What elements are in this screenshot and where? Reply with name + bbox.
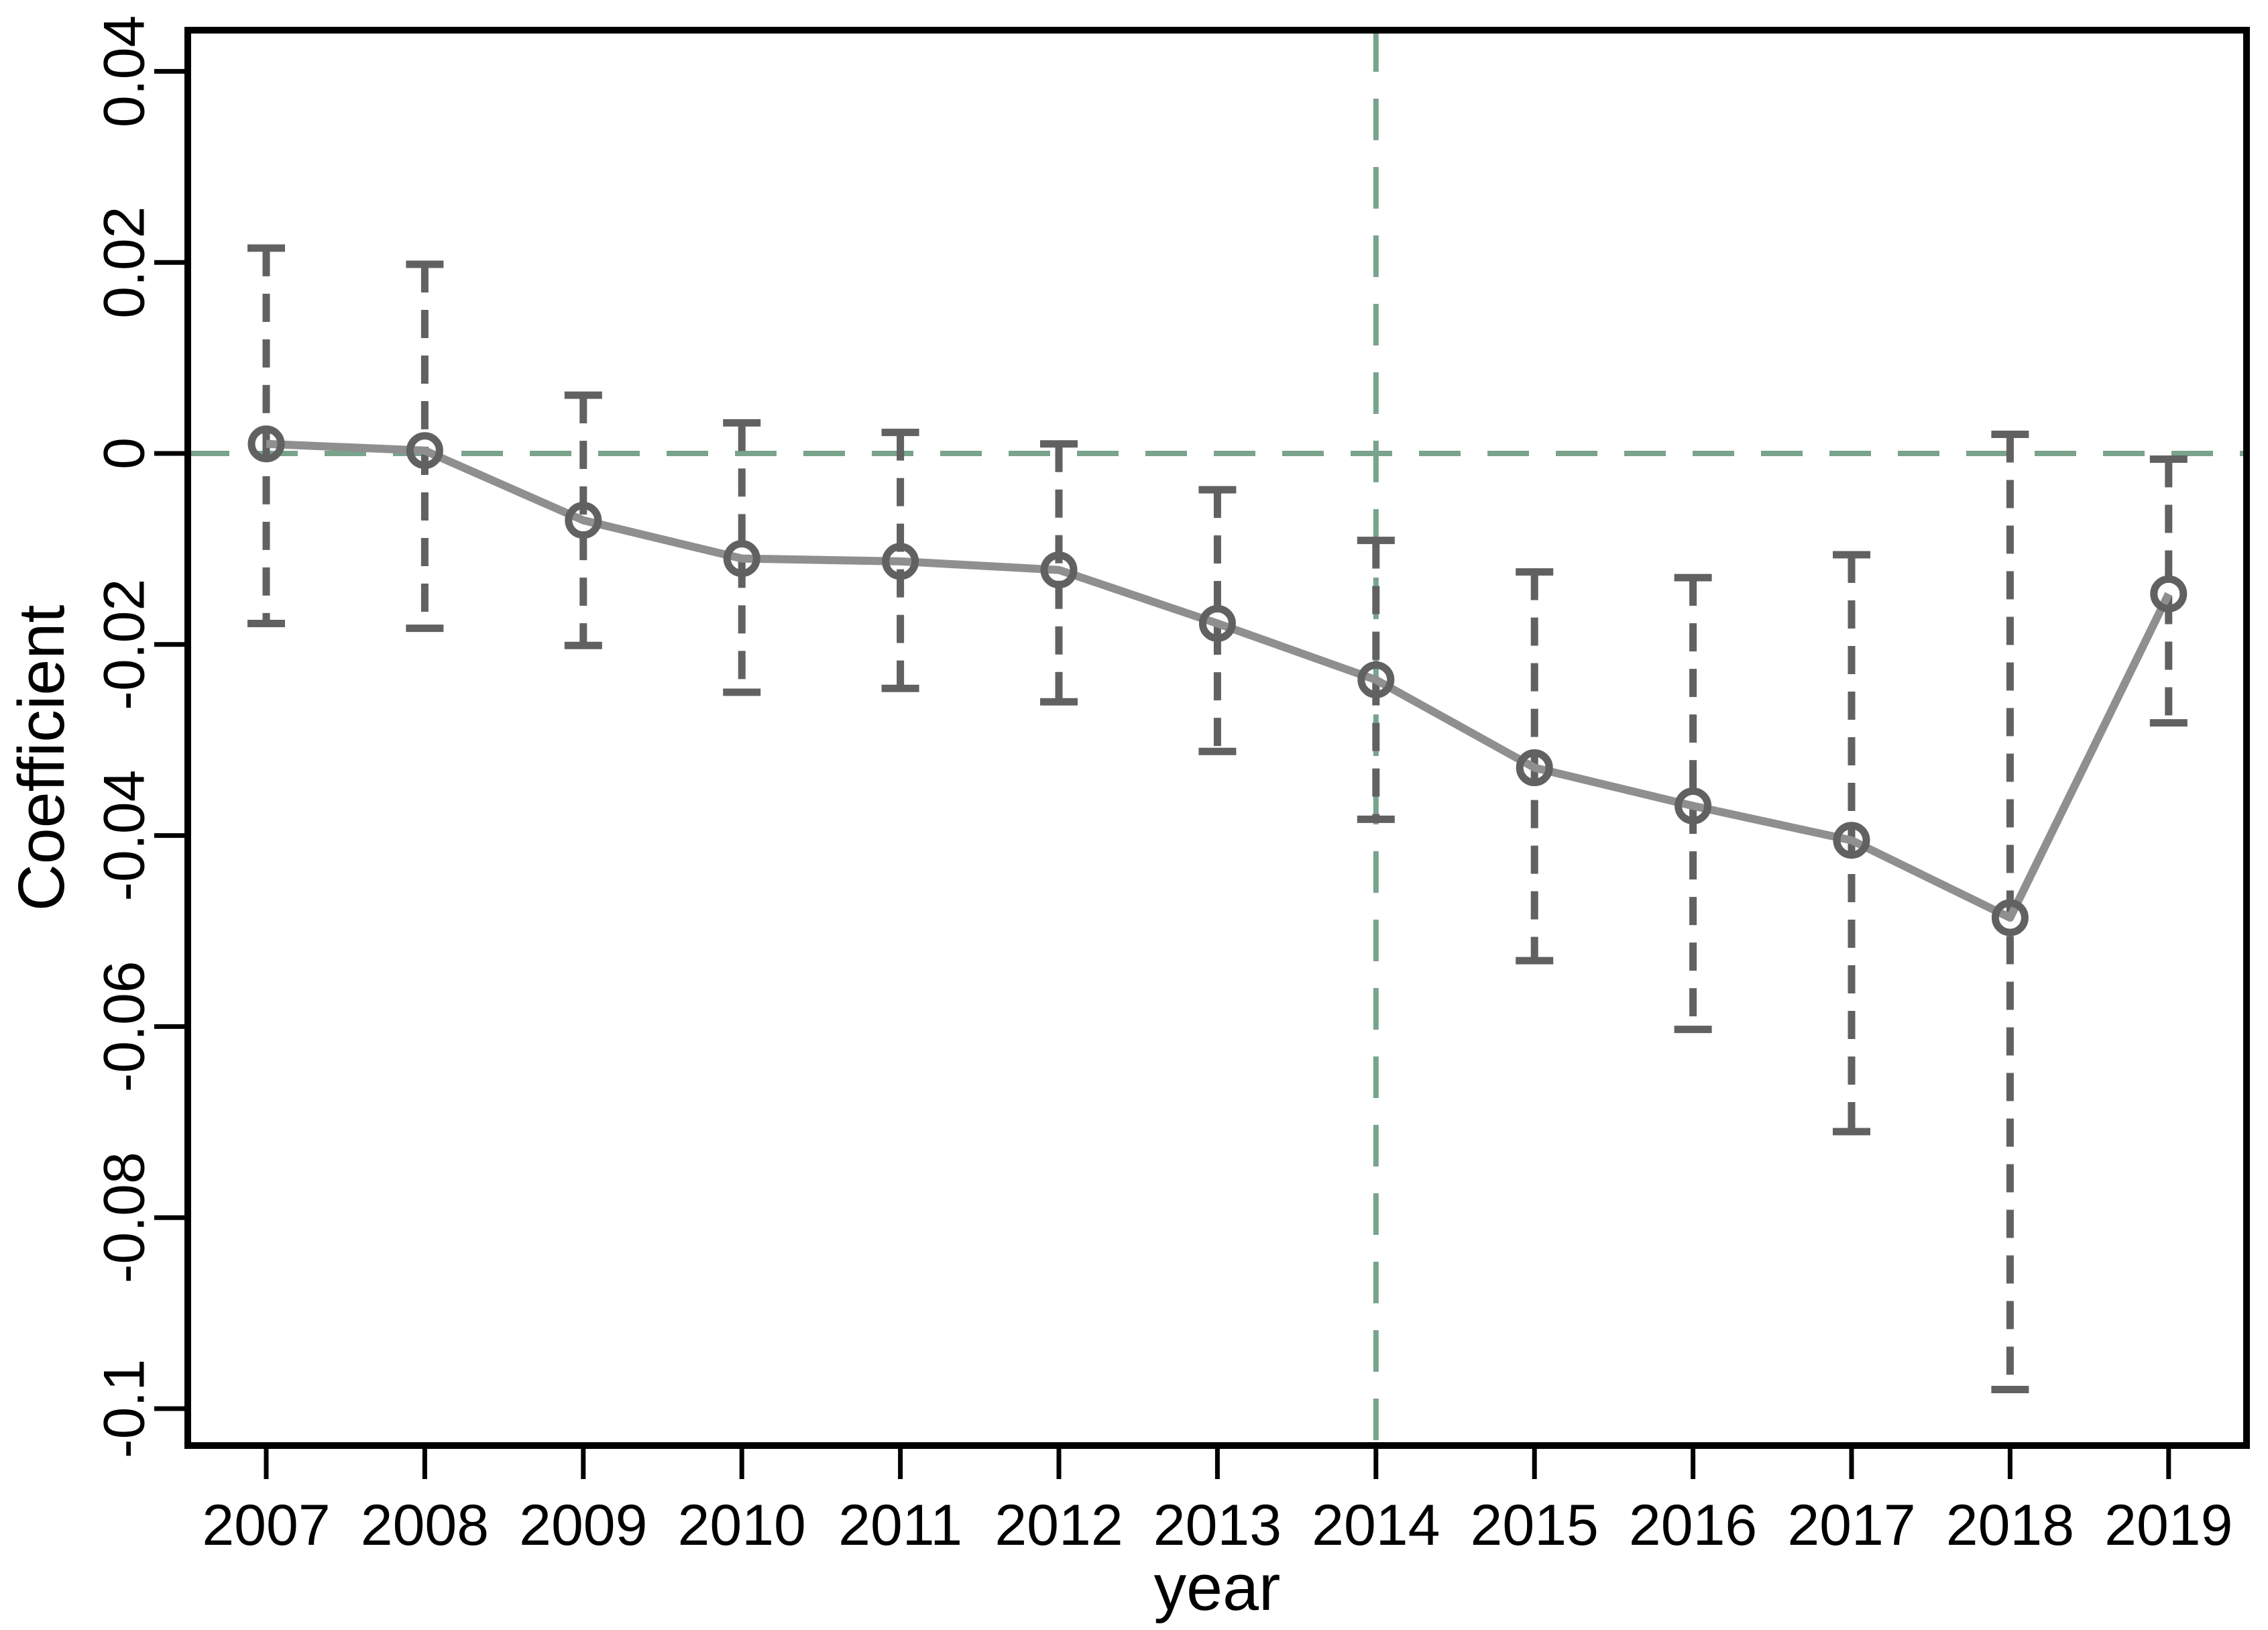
x-tick-label: 2011 — [838, 1493, 962, 1558]
x-tick-label: 2007 — [202, 1493, 330, 1558]
x-tick-label: 2018 — [1946, 1493, 2074, 1558]
error-bar-2007 — [247, 244, 285, 627]
x-tick-label: 2017 — [1787, 1493, 1915, 1558]
x-tick-label: 2008 — [361, 1493, 489, 1558]
error-bar-2016 — [1674, 574, 1712, 1034]
y-axis: 0.04 0.02 0 -0.02 -0.04 -0.06 -0.08 -0.1 — [93, 15, 188, 1458]
marker-2013 — [1198, 604, 1236, 642]
error-bar-2011 — [881, 429, 919, 692]
x-tick-label: 2014 — [1312, 1493, 1440, 1558]
marker-2012 — [1040, 551, 1078, 589]
y-tick-label: 0 — [93, 437, 157, 470]
x-tick-label: 2016 — [1629, 1493, 1757, 1558]
marker-2016 — [1675, 787, 1712, 824]
x-axis: 2007 2008 2009 2010 2011 2012 2013 2014 2015 2016… — [202, 1446, 2232, 1558]
x-tick-label: 2015 — [1471, 1493, 1599, 1558]
error-bar-2009 — [564, 391, 602, 649]
marker-2010 — [723, 540, 760, 578]
marker-2019 — [2150, 575, 2188, 612]
y-tick-label: -0.08 — [93, 1152, 157, 1283]
coefficient-line-group — [266, 439, 2173, 922]
x-tick-label: 2019 — [2104, 1493, 2232, 1558]
marker-2009 — [565, 502, 602, 539]
y-tick-label: -0.04 — [93, 770, 157, 902]
error-bar-2013 — [1198, 486, 1237, 755]
error-bar-2010 — [723, 419, 761, 696]
marker-2015 — [1516, 749, 1553, 786]
y-tick-label: -0.06 — [93, 961, 157, 1092]
marker-2007 — [247, 425, 285, 463]
markers — [247, 425, 2188, 936]
coefficient-line — [266, 439, 2173, 922]
marker-2018 — [1991, 899, 2029, 936]
x-axis-title: year — [1154, 1551, 1281, 1624]
y-tick-label: 0.04 — [93, 15, 157, 127]
marker-2011 — [882, 543, 919, 580]
x-tick-label: 2013 — [1153, 1493, 1282, 1558]
error-bar-2019 — [2149, 455, 2188, 727]
x-tick-label: 2009 — [519, 1493, 647, 1558]
error-bar-2012 — [1040, 440, 1078, 706]
y-axis-title: Coefficient — [5, 605, 78, 912]
marker-2017 — [1833, 822, 1870, 859]
error-bars — [247, 244, 2188, 1394]
y-tick-label: 0.02 — [93, 207, 157, 319]
x-tick-label: 2010 — [678, 1493, 806, 1558]
x-tick-label: 2012 — [995, 1493, 1123, 1558]
error-bar-2008 — [406, 260, 444, 633]
y-tick-label: -0.02 — [93, 579, 157, 710]
marker-2014 — [1357, 661, 1395, 698]
marker-2008 — [406, 432, 443, 470]
y-tick-label: -0.1 — [93, 1359, 157, 1458]
